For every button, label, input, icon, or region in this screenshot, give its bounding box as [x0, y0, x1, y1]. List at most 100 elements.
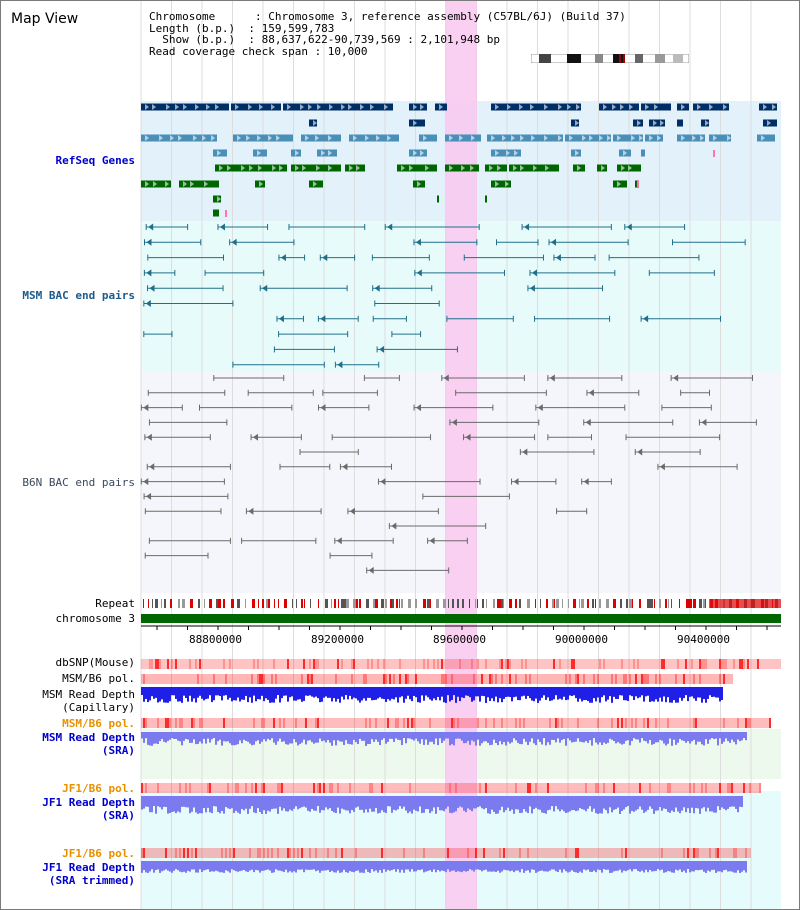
- polymorphism-cell: [313, 718, 315, 728]
- polymorphism-cell: [701, 783, 703, 793]
- polymorphism-cell: [329, 783, 331, 793]
- read-depth-bar: [413, 732, 415, 741]
- polymorphism-cell: [311, 718, 313, 728]
- polymorphism-cell: [185, 674, 187, 684]
- gene-arrow: [235, 104, 239, 110]
- polymorphism-cell: [191, 783, 193, 793]
- read-depth-bar: [597, 861, 599, 870]
- polymorphism-cell: [615, 674, 617, 684]
- read-depth-bar: [449, 796, 451, 813]
- read-depth-bar: [507, 687, 509, 697]
- read-depth-bar: [451, 861, 453, 871]
- polymorphism-cell: [503, 848, 505, 858]
- polymorphism-cell: [639, 674, 641, 684]
- repeat-feature: [592, 599, 594, 608]
- read-depth-bar: [707, 687, 709, 699]
- read-depth-bar: [501, 732, 503, 745]
- polymorphism-cell: [441, 718, 443, 728]
- read-depth-bar: [515, 861, 517, 871]
- polymorphism-cell: [365, 848, 367, 858]
- read-depth-bar: [175, 796, 177, 814]
- read-depth-bar: [475, 796, 477, 809]
- repeat-feature: [423, 599, 425, 608]
- polymorphism-cell: [353, 783, 355, 793]
- polymorphism-cell: [153, 674, 155, 684]
- read-depth-bar: [351, 796, 353, 810]
- read-depth-bar: [403, 687, 405, 703]
- polymorphism-cell: [727, 674, 729, 684]
- polymorphism-cell: [587, 783, 589, 793]
- gene-feature: [245, 164, 287, 172]
- polymorphism-cell: [551, 674, 553, 684]
- polymorphism-cell: [727, 783, 729, 793]
- polymorphism-cell: [489, 848, 491, 858]
- read-depth-bar: [327, 861, 329, 870]
- polymorphism-cell: [669, 783, 671, 793]
- read-depth-bar: [637, 861, 639, 871]
- polymorphism-cell: [265, 718, 267, 728]
- polymorphism-cell: [287, 674, 289, 684]
- track-label-msm-depth-sra-sub: (SRA): [101, 744, 135, 757]
- polymorphism-cell: [697, 674, 699, 684]
- gene-arrow: [530, 104, 534, 110]
- polymorphism-cell: [217, 718, 219, 728]
- polymorphism-cell: [607, 783, 609, 793]
- repeat-feature: [486, 599, 487, 608]
- polymorphism-cell: [317, 659, 319, 669]
- bac-end-arrow: [368, 566, 374, 574]
- polymorphism-cell: [297, 674, 299, 684]
- polymorphism-cell: [657, 659, 659, 669]
- polymorphism-cell: [683, 718, 685, 728]
- polymorphism-cell: [549, 848, 551, 858]
- read-depth-bar: [381, 861, 383, 873]
- read-depth-bar: [427, 687, 429, 698]
- read-depth-bar: [195, 796, 197, 813]
- polymorphism-cell: [527, 718, 529, 728]
- polymorphism-cell: [273, 659, 275, 669]
- read-depth-bar: [357, 796, 359, 807]
- read-depth-bar: [391, 687, 393, 699]
- read-depth-bar: [719, 861, 721, 872]
- polymorphism-cell: [511, 674, 513, 684]
- polymorphism-cell: [167, 659, 169, 669]
- polymorphism-cell: [477, 848, 479, 858]
- gene-arrow: [439, 104, 443, 110]
- polymorphism-cell: [605, 783, 607, 793]
- polymorphism-cell: [211, 659, 213, 669]
- polymorphism-cell: [653, 783, 655, 793]
- gene-feature: [409, 103, 427, 111]
- polymorphism-cell: [711, 848, 713, 858]
- polymorphism-cell: [475, 848, 477, 858]
- read-depth-bar: [581, 732, 583, 743]
- polymorphism-cell: [291, 659, 293, 669]
- polymorphism-cell: [243, 848, 245, 858]
- polymorphism-cell: [215, 848, 217, 858]
- read-depth-bar: [397, 861, 399, 870]
- gene-arrow: [558, 135, 562, 141]
- read-depth-bar: [533, 796, 535, 809]
- polymorphism-cell: [531, 674, 533, 684]
- chromosome-ideogram[interactable]: [531, 54, 689, 63]
- gene-arrow: [401, 165, 405, 171]
- polymorphism-cell: [253, 659, 255, 669]
- polymorphism-cell: [199, 674, 201, 684]
- polymorphism-cell: [157, 659, 159, 669]
- polymorphism-cell: [323, 783, 325, 793]
- polymorphism-cell: [255, 674, 257, 684]
- polymorphism-cell: [253, 783, 255, 793]
- read-depth-bar: [305, 732, 307, 745]
- read-depth-bar: [155, 861, 157, 871]
- read-depth-bar: [441, 732, 443, 743]
- read-depth-bar: [519, 861, 521, 873]
- read-depth-bar: [233, 796, 235, 814]
- read-depth-bar: [367, 732, 369, 745]
- polymorphism-cell: [577, 659, 579, 669]
- polymorphism-cell: [609, 718, 611, 728]
- polymorphism-cell: [481, 848, 483, 858]
- read-depth-bar: [503, 796, 505, 813]
- read-depth-bar: [383, 861, 385, 870]
- polymorphism-cell: [535, 783, 537, 793]
- read-depth-bar: [297, 861, 299, 870]
- gene-feature: [641, 149, 645, 157]
